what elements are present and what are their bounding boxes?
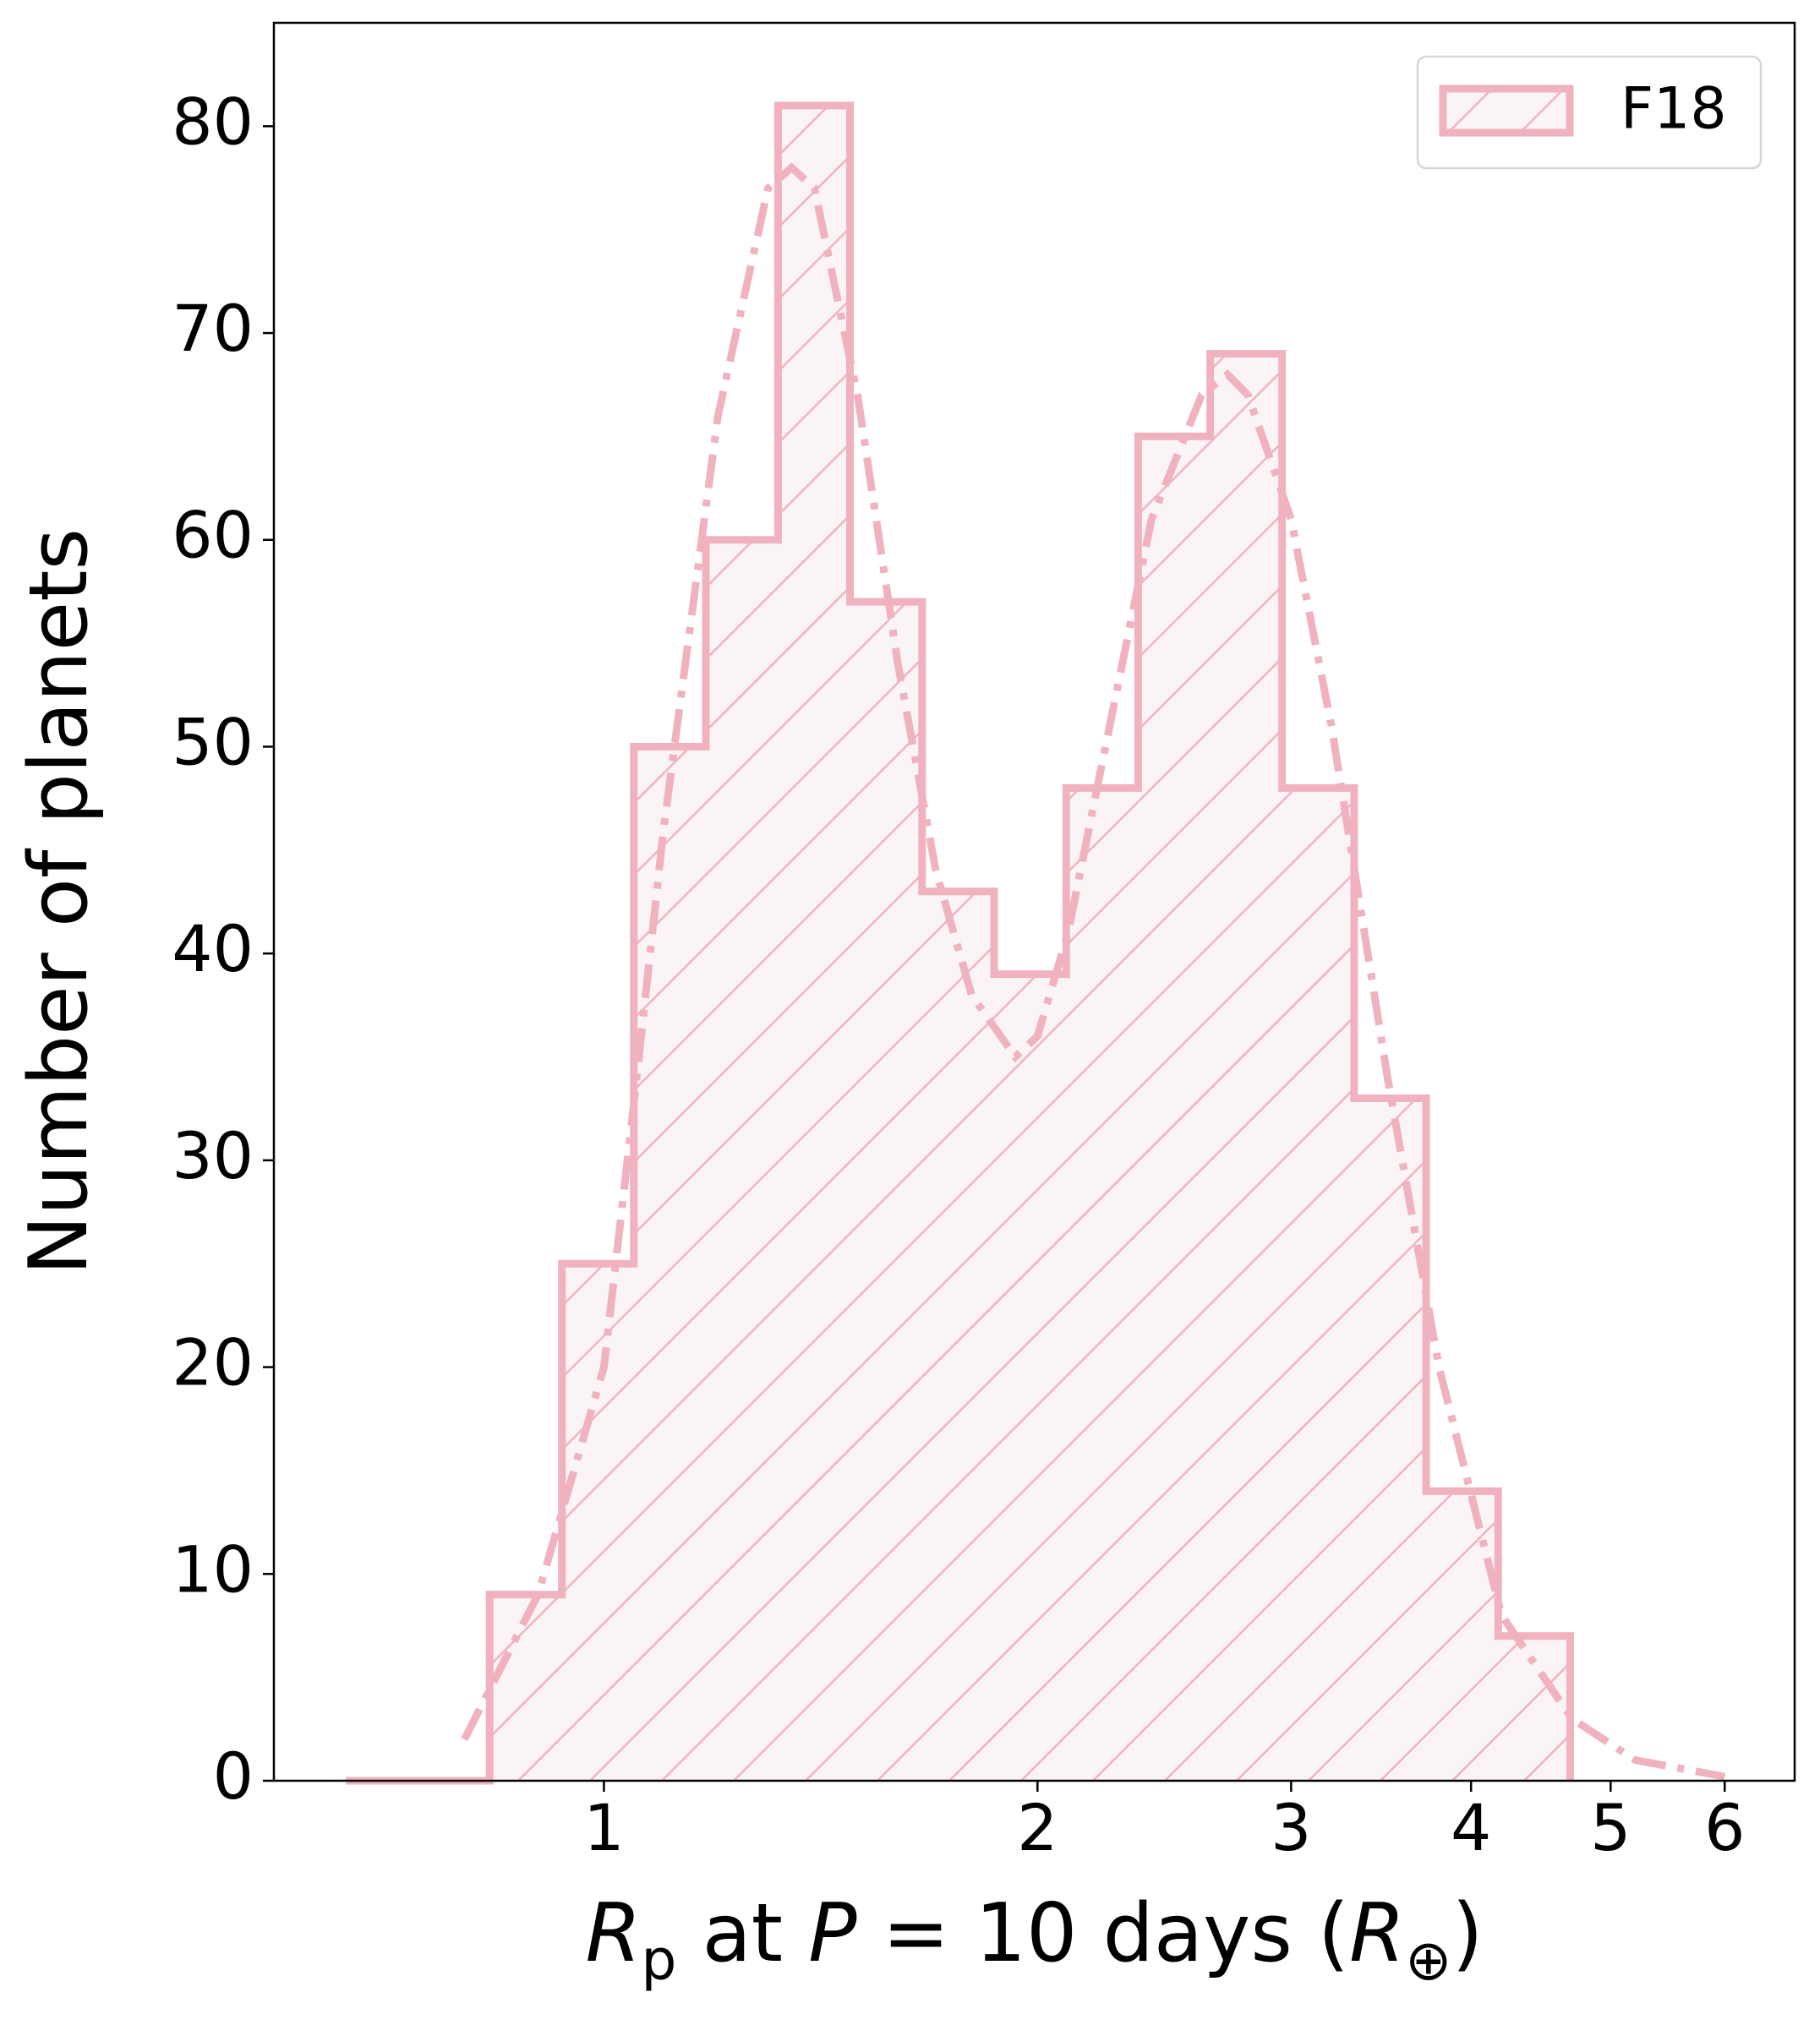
bar-hatch xyxy=(1066,788,1139,1781)
y-tick-label: 10 xyxy=(172,1531,254,1607)
bar-hatch xyxy=(633,746,707,1781)
y-tick-label: 60 xyxy=(172,498,254,573)
x-axis-label-part: R xyxy=(1349,1887,1405,1980)
bar-hatch xyxy=(1426,1491,1499,1781)
bar-hatch xyxy=(706,539,779,1782)
legend-label: F18 xyxy=(1621,76,1727,143)
legend-patch-hatch xyxy=(1443,89,1570,133)
legend-box xyxy=(1416,55,1763,170)
x-axis-label-part: at xyxy=(676,1887,808,1980)
fit-curve xyxy=(461,162,1726,1781)
x-tick-label: 1 xyxy=(583,1790,624,1865)
x-axis-label-part: ) xyxy=(1451,1887,1483,1980)
y-axis-label: Number of planets xyxy=(13,528,106,1275)
x-axis-label-part: R xyxy=(585,1887,641,1980)
bar-hatch xyxy=(994,974,1067,1781)
y-tick-label: 70 xyxy=(172,291,254,366)
x-axis-label-part: ⊕ xyxy=(1405,1928,1451,1993)
bar-hatch xyxy=(778,105,850,1782)
x-tick-label: 4 xyxy=(1451,1790,1491,1865)
bar-hatch xyxy=(1210,353,1282,1781)
x-axis-label: Rp at P = 10 days (R⊕) xyxy=(585,1887,1483,1993)
bar-hatch xyxy=(561,1264,634,1781)
x-tick-label: 6 xyxy=(1704,1790,1745,1865)
y-tick-label: 20 xyxy=(172,1325,254,1400)
y-tick-label: 30 xyxy=(172,1118,254,1193)
x-tick-label: 5 xyxy=(1590,1790,1631,1865)
bar-hatch xyxy=(921,891,995,1781)
y-tick-label: 0 xyxy=(213,1738,254,1814)
bar-hatch xyxy=(850,602,922,1781)
bar-hatch xyxy=(1138,436,1211,1781)
bar-hatch xyxy=(1282,788,1354,1781)
y-tick-label: 80 xyxy=(172,84,254,159)
y-tick-label: 40 xyxy=(172,911,254,986)
bar-hatch xyxy=(1353,1098,1427,1781)
x-axis-label-part: p xyxy=(641,1928,676,1993)
x-axis-label-part: = 10 days ( xyxy=(857,1887,1350,1980)
histogram-outline xyxy=(346,101,1574,1785)
x-axis-label-part: P xyxy=(808,1887,857,1980)
plot-frame xyxy=(272,21,1796,1782)
x-tick-label: 2 xyxy=(1017,1790,1058,1865)
x-tick-label: 3 xyxy=(1271,1790,1311,1865)
y-tick-label: 50 xyxy=(172,704,254,779)
